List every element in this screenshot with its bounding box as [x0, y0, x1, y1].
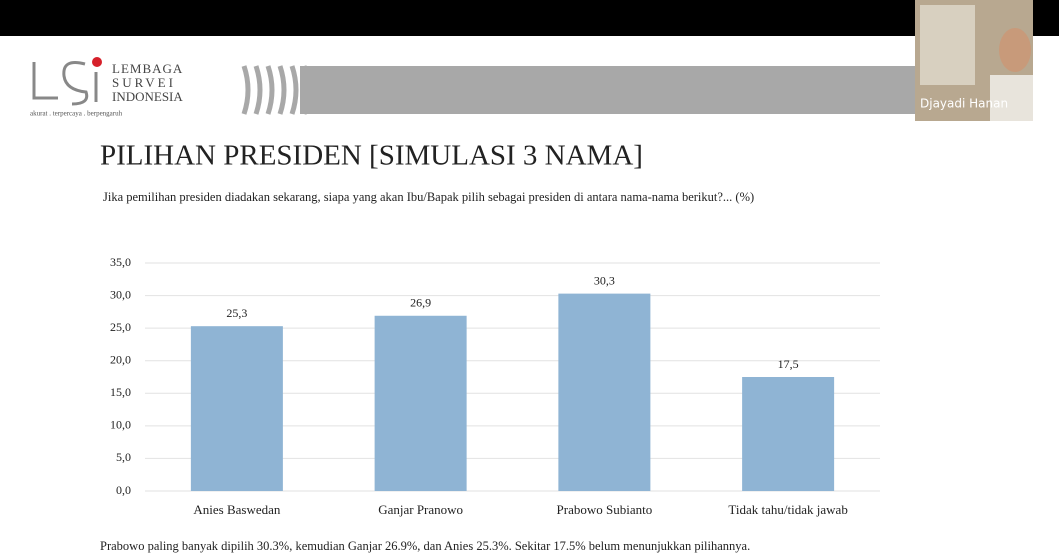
org-line: SURVEI — [112, 75, 176, 90]
video-face — [999, 28, 1031, 72]
bar — [558, 293, 651, 491]
logo-dot — [92, 57, 102, 67]
data-label: 25,3 — [226, 306, 247, 320]
org-line: INDONESIA — [112, 89, 183, 104]
x-tick-label: Ganjar Pranowo — [378, 502, 463, 517]
logo — [32, 57, 102, 106]
caption: Prabowo paling banyak dipilih 30.3%, kem… — [100, 539, 750, 553]
y-tick-label: 15,0 — [110, 385, 131, 399]
video-shirt — [990, 75, 1033, 121]
org-line: LEMBAGA — [112, 61, 183, 76]
x-tick-label: Prabowo Subianto — [557, 502, 653, 517]
video-tile: Djayadi Hanan — [915, 0, 1033, 121]
logo-s — [62, 61, 89, 106]
bar — [190, 326, 283, 491]
top-bar — [0, 0, 1059, 36]
banner — [241, 65, 915, 115]
participant-name: Djayadi Hanan — [920, 97, 1008, 111]
bar — [374, 315, 467, 491]
banner-stripes — [241, 65, 311, 115]
logo-l — [32, 62, 58, 100]
chart-title: PILIHAN PRESIDEN [SIMULASI 3 NAMA] — [100, 140, 643, 172]
y-tick-label: 35,0 — [110, 255, 131, 269]
x-tick-label: Anies Baswedan — [193, 502, 281, 517]
data-label: 17,5 — [778, 357, 799, 371]
y-tick-label: 25,0 — [110, 320, 131, 334]
y-tick-label: 30,0 — [110, 287, 131, 301]
banner-bar — [300, 66, 915, 114]
video-shelf — [920, 5, 975, 85]
data-label: 30,3 — [594, 273, 615, 287]
tagline: akurat . terpercaya . berpengaruh — [30, 110, 123, 118]
y-tick-label: 5,0 — [116, 450, 131, 464]
y-tick-label: 0,0 — [116, 483, 131, 497]
bar — [742, 377, 835, 491]
chart-subtitle: Jika pemilihan presiden diadakan sekaran… — [103, 190, 754, 204]
y-tick-label: 20,0 — [110, 352, 131, 366]
y-tick-label: 10,0 — [110, 418, 131, 432]
x-tick-label: Tidak tahu/tidak jawab — [728, 502, 847, 517]
data-label: 26,9 — [410, 296, 431, 310]
